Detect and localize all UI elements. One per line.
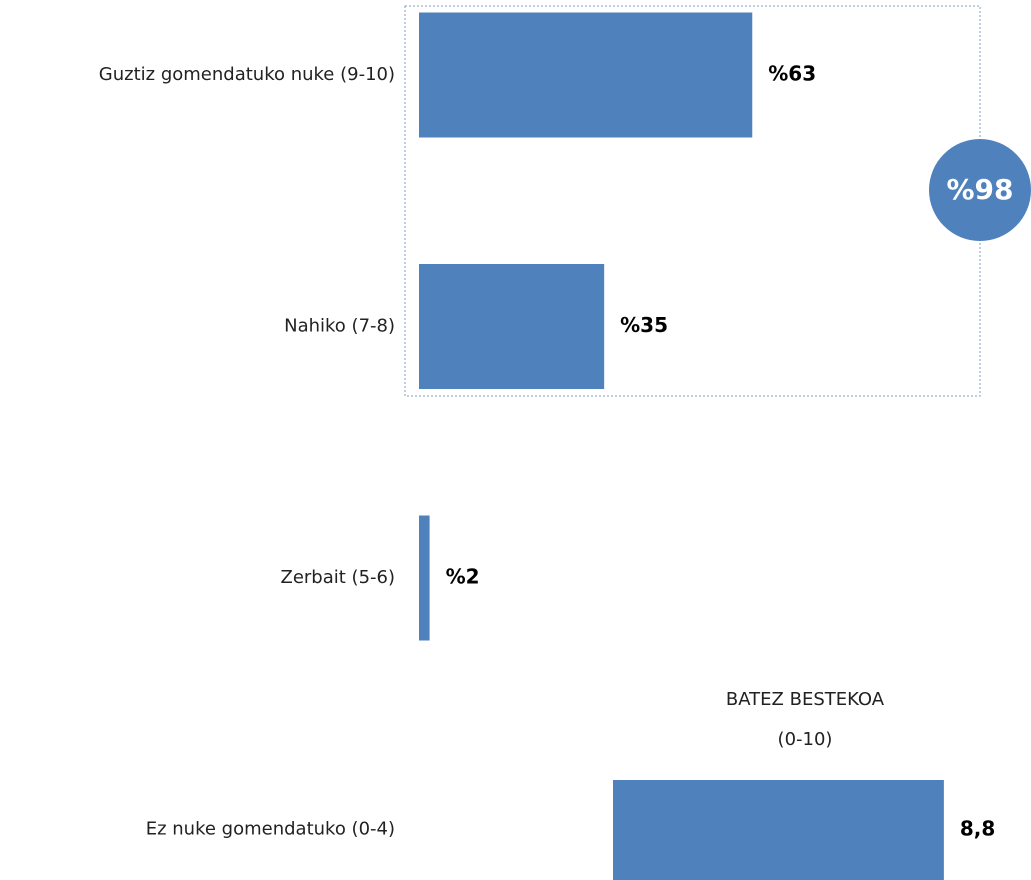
bar [419,264,605,389]
bar [419,12,753,138]
category-label: Guztiz gomendatuko nuke (9-10) [99,64,395,85]
category-label: Nahiko (7-8) [284,316,395,337]
bar [419,515,430,641]
average-value: 8,8 [960,817,995,841]
value-label: %35 [620,313,668,337]
value-label: %2 [446,565,480,589]
average-title: (0-10) [778,729,833,750]
category-label: Ez nuke gomendatuko (0-4) [146,819,395,840]
total-circle [929,139,1031,241]
average-title: BATEZ BESTEKOA [726,689,885,710]
total-label: %98 [946,173,1013,206]
average-bar [613,780,944,880]
category-label: Zerbait (5-6) [281,567,396,588]
value-label: %63 [768,62,816,86]
